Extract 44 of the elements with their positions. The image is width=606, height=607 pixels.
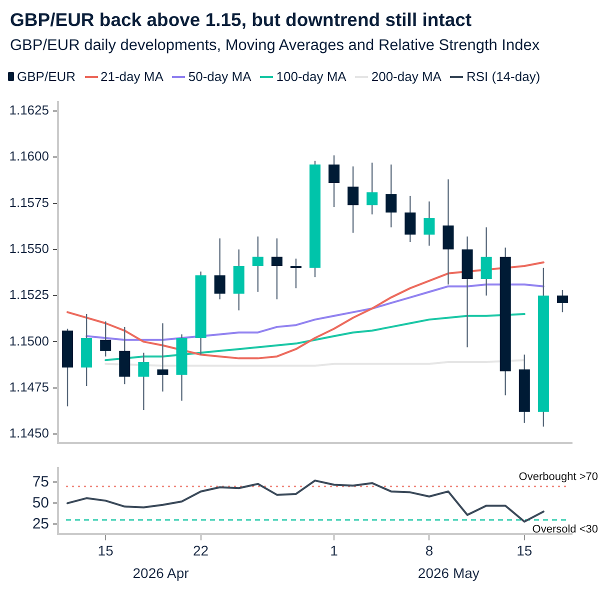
x-tick-label: 15 <box>98 542 114 558</box>
legend-label: 50-day MA <box>188 69 252 84</box>
y-tick-label: 1.1575 <box>9 194 49 210</box>
legend-label: GBP/EUR <box>17 69 76 84</box>
candlestick <box>157 322 168 392</box>
candlestick <box>366 162 378 215</box>
candlestick <box>271 238 282 300</box>
y-tick-label: 1.1450 <box>9 426 49 441</box>
candlestick <box>424 200 435 246</box>
candlestick <box>386 164 397 228</box>
candlestick <box>328 154 340 208</box>
y-tick-label: 75 <box>32 473 49 490</box>
candlestick <box>214 238 226 300</box>
text: 2026 May <box>418 565 480 582</box>
chart-subtitle: GBP/EUR daily developments, Moving Averages and Relative Strength Index <box>10 37 540 55</box>
y-tick-label: 1.1625 <box>9 102 49 118</box>
y-tick-label: 1.1600 <box>9 148 49 164</box>
y-tick-label: 1.1525 <box>9 287 49 302</box>
candlestick <box>290 258 302 289</box>
y-tick-label: 1.1550 <box>9 241 49 256</box>
x-tick-label: 8 <box>425 542 434 558</box>
x-tick-label: 1 <box>330 542 338 558</box>
y-tick-label: 1.1500 <box>9 333 49 348</box>
candlestick <box>348 166 359 234</box>
y-tick-label: 25 <box>32 515 49 532</box>
candlestick <box>404 195 416 243</box>
legend-label: RSI (14-day) <box>466 69 540 84</box>
candlestick <box>480 226 492 296</box>
x-tick-label: 22 <box>192 542 209 558</box>
candlestick <box>138 352 150 411</box>
legend-label: 200-day MA <box>371 69 442 84</box>
legend-label: 21-day MA <box>100 69 164 84</box>
ref-line-label: Oversold <30 <box>532 523 598 536</box>
candlestick <box>442 178 454 286</box>
y-tick-label: 1.1475 <box>9 379 49 394</box>
x-tick-label: 15 <box>516 542 532 558</box>
candlestick <box>556 289 568 313</box>
y-tick-label: 50 <box>32 494 49 512</box>
candlestick <box>252 236 264 292</box>
chart-title: GBP/EUR back above 1.15, but downtrend still intact <box>10 9 472 31</box>
ref-line-label: Overbought >70 <box>518 470 598 483</box>
legend-label: 100-day MA <box>276 69 346 84</box>
candlestick <box>100 320 112 358</box>
text: 2026 Apr <box>132 565 190 582</box>
